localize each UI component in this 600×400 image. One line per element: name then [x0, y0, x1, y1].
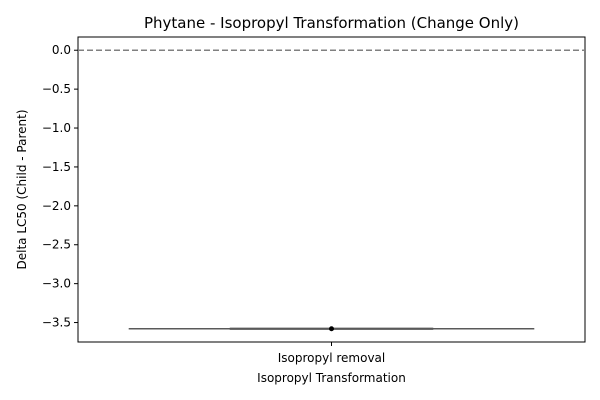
plot-area — [77, 36, 586, 343]
y-tick-label: 0.0 — [52, 43, 71, 57]
plot-marks — [78, 49, 585, 332]
y-tick-label: −2.0 — [42, 199, 71, 213]
x-axis: Isopropyl removal — [278, 342, 386, 365]
y-tick-label: −3.5 — [42, 316, 71, 330]
data-point — [329, 326, 334, 332]
y-axis-label: Delta LC50 (Child - Parent) — [15, 110, 29, 270]
y-tick-label: −0.5 — [42, 82, 71, 96]
y-axis: 0.0 −0.5 −1.0 −1.5 −2.0 −2.5 −3.0 −3.5 — [42, 43, 78, 330]
y-tick-label: −1.0 — [42, 121, 71, 135]
chart-title: Phytane - Isopropyl Transformation (Chan… — [144, 14, 519, 32]
x-tick-label: Isopropyl removal — [278, 351, 386, 365]
x-axis-label: Isopropyl Transformation — [257, 371, 406, 385]
y-tick-label: −3.0 — [42, 277, 71, 291]
y-tick-label: −1.5 — [42, 160, 71, 174]
y-tick-label: −2.5 — [42, 238, 71, 252]
